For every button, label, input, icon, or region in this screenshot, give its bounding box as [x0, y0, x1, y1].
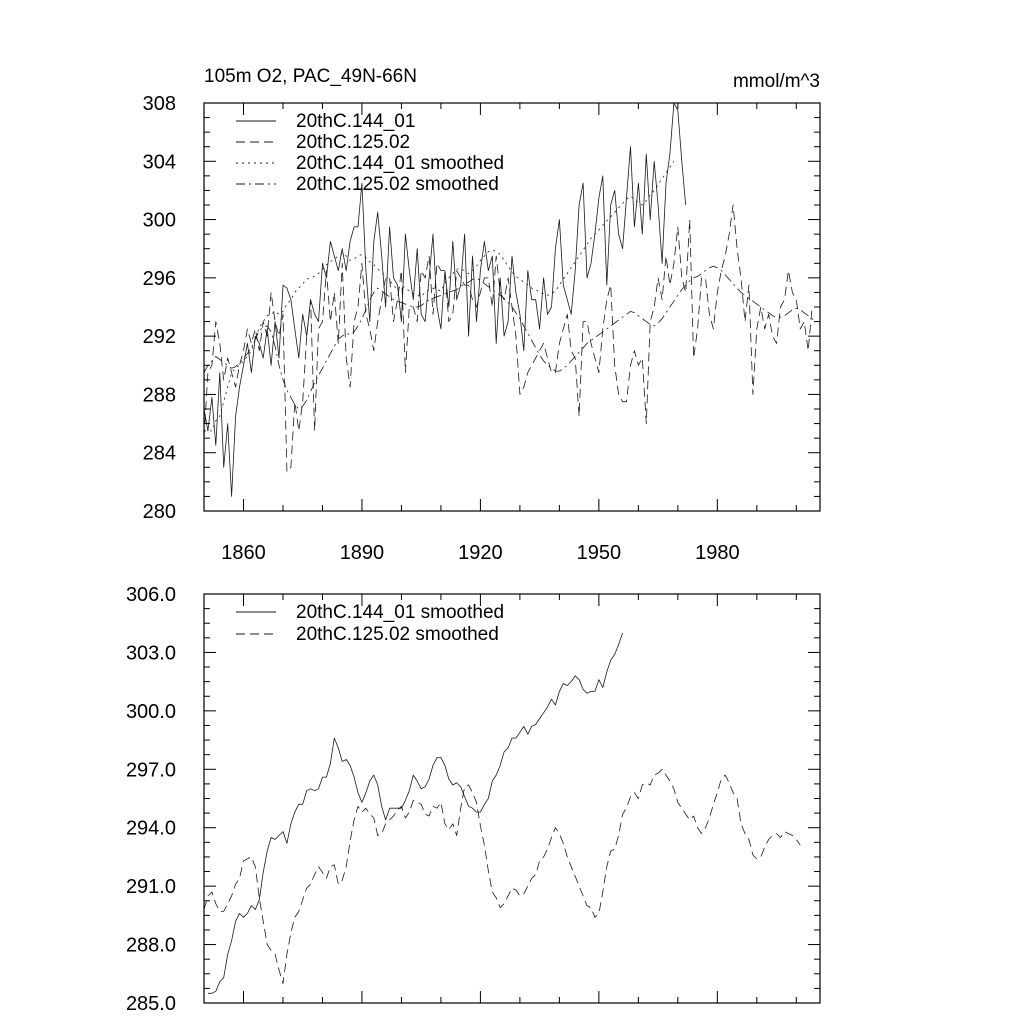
y-tick-label: 303.0	[126, 642, 176, 664]
x-tick-label: 1920	[458, 542, 503, 564]
y-tick-label: 306.0	[126, 584, 176, 606]
legend-label: 20thC.125.02	[296, 132, 410, 153]
series-line-1	[207, 632, 623, 994]
x-tick-label: 1950	[577, 542, 622, 564]
units-label: mmol/m^3	[733, 71, 820, 92]
legend-label: 20thC.144_01 smoothed	[296, 602, 504, 623]
y-tick-label: 294.0	[126, 818, 176, 840]
series-line-4	[203, 265, 817, 410]
panel-title: 105m O2, PAC_49N-66N	[204, 66, 417, 87]
y-tick-label: 300.0	[126, 701, 176, 723]
y-tick-label: 288.0	[126, 935, 176, 957]
y-tick-label: 308	[143, 93, 176, 115]
x-tick-label: 1980	[695, 542, 740, 564]
series-line-3	[204, 161, 675, 432]
y-tick-label: 292	[143, 326, 176, 348]
series-line-1	[203, 102, 687, 497]
x-tick-label: 1890	[340, 542, 385, 564]
series-line-2	[203, 768, 801, 984]
legend-label: 20thC.125.02 smoothed	[296, 624, 499, 645]
series-line-2	[203, 204, 813, 473]
top-panel: 105m O2, PAC_49N-66N mmol/m^3 280 284 288 2…	[143, 66, 821, 564]
y-tick-label: 288	[143, 384, 176, 406]
y-tick-label: 300	[143, 210, 176, 232]
legend-label: 20thC.144_01 smoothed	[296, 153, 504, 174]
y-tick-label: 296	[143, 268, 176, 290]
legend-label: 20thC.125.02 smoothed	[296, 174, 499, 195]
y-tick-label: 284	[143, 443, 176, 465]
y-tick-label: 291.0	[126, 876, 176, 898]
y-tick-label: 280	[143, 501, 176, 523]
y-tick-label: 285.0	[126, 993, 176, 1015]
bottom-panel: 285.0 288.0 291.0 294.0 297.0 300.0 303.0 306.0…	[126, 584, 821, 1015]
x-tick-label: 1860	[221, 542, 266, 564]
y-tick-label: 304	[143, 151, 176, 173]
legend-label: 20thC.144_01	[296, 111, 415, 132]
y-tick-label: 297.0	[126, 759, 176, 781]
plot-frame	[203, 593, 821, 1004]
